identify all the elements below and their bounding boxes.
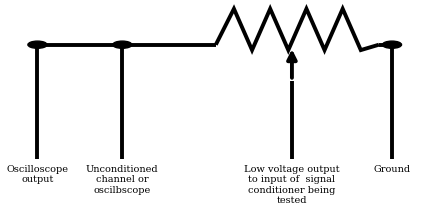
Text: Ground: Ground (373, 164, 411, 173)
Text: Low voltage output
to input of  signal
conditioner being
tested: Low voltage output to input of signal co… (244, 164, 340, 204)
Circle shape (113, 42, 132, 49)
Circle shape (28, 42, 47, 49)
Circle shape (382, 42, 401, 49)
Text: Oscilloscope
output: Oscilloscope output (7, 164, 69, 183)
Text: Unconditioned
channel or
oscilbscope: Unconditioned channel or oscilbscope (86, 164, 159, 194)
